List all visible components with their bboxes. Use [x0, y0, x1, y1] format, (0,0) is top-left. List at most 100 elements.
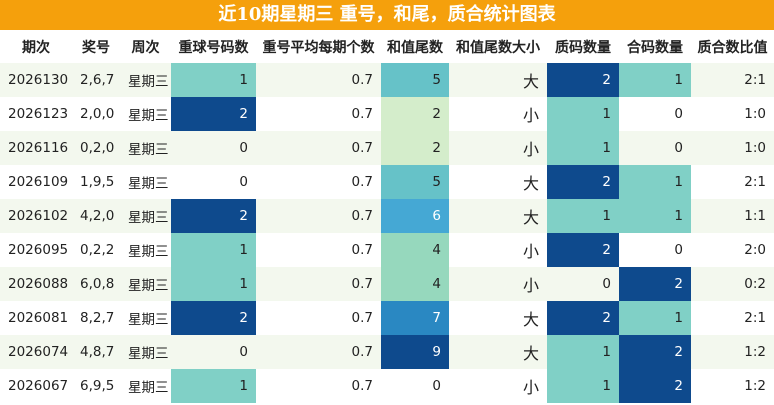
table-row: 2026123 2,0,0 星期三 2 0.7 2 小 1 0 1:0 [0, 97, 774, 131]
numbers-cell: 4,2,0 [72, 199, 120, 233]
repeat-average-cell: 0.7 [256, 131, 381, 165]
weekday-cell: 星期三 [120, 369, 171, 403]
numbers-cell: 2,0,0 [72, 97, 120, 131]
table-row: 2026095 0,2,2 星期三 1 0.7 4 小 2 0 2:0 [0, 233, 774, 267]
repeat-count-cell: 0 [171, 131, 256, 165]
sum-tail-cell: 5 [381, 63, 449, 97]
sum-tail-cell: 2 [381, 97, 449, 131]
issue-cell: 2026123 [0, 97, 72, 131]
repeat-count-cell: 1 [171, 267, 256, 301]
repeat-count-cell: 1 [171, 63, 256, 97]
repeat-count-cell: 2 [171, 301, 256, 335]
sum-tail-cell: 9 [381, 335, 449, 369]
table-row: 2026102 4,2,0 星期三 2 0.7 6 大 1 1 1:1 [0, 199, 774, 233]
numbers-cell: 2,6,7 [72, 63, 120, 97]
repeat-count-cell: 2 [171, 199, 256, 233]
repeat-average-cell: 0.7 [256, 199, 381, 233]
issue-cell: 2026074 [0, 335, 72, 369]
repeat-count-cell: 2 [171, 97, 256, 131]
repeat-average-cell: 0.7 [256, 97, 381, 131]
repeat-average-cell: 0.7 [256, 165, 381, 199]
issue-cell: 2026102 [0, 199, 72, 233]
sum-tail-cell: 0 [381, 369, 449, 403]
weekday-cell: 星期三 [120, 233, 171, 267]
ratio-cell: 2:0 [691, 233, 774, 267]
sum-tail-size-cell: 大 [449, 165, 547, 199]
weekday-cell: 星期三 [120, 165, 171, 199]
table-row: 2026067 6,9,5 星期三 1 0.7 0 小 1 2 1:2 [0, 369, 774, 403]
sum-tail-size-cell: 大 [449, 335, 547, 369]
issue-cell: 2026081 [0, 301, 72, 335]
table-row: 2026116 0,2,0 星期三 0 0.7 2 小 1 0 1:0 [0, 131, 774, 165]
issue-cell: 2026067 [0, 369, 72, 403]
table-row: 2026074 4,8,7 星期三 0 0.7 9 大 1 2 1:2 [0, 335, 774, 369]
header-prime-count: 质码数量 [547, 30, 619, 63]
numbers-cell: 1,9,5 [72, 165, 120, 199]
repeat-average-cell: 0.7 [256, 63, 381, 97]
numbers-cell: 6,0,8 [72, 267, 120, 301]
numbers-cell: 0,2,2 [72, 233, 120, 267]
repeat-average-cell: 0.7 [256, 369, 381, 403]
issue-cell: 2026130 [0, 63, 72, 97]
composite-count-cell: 2 [619, 267, 691, 301]
repeat-average-cell: 0.7 [256, 267, 381, 301]
table-row: 2026130 2,6,7 星期三 1 0.7 5 大 2 1 2:1 [0, 63, 774, 97]
header-sum-tail: 和值尾数 [381, 30, 449, 63]
sum-tail-size-cell: 小 [449, 233, 547, 267]
prime-count-cell: 1 [547, 335, 619, 369]
weekday-cell: 星期三 [120, 301, 171, 335]
sum-tail-size-cell: 大 [449, 199, 547, 233]
weekday-cell: 星期三 [120, 267, 171, 301]
sum-tail-cell: 5 [381, 165, 449, 199]
prime-count-cell: 2 [547, 165, 619, 199]
composite-count-cell: 2 [619, 369, 691, 403]
weekday-cell: 星期三 [120, 199, 171, 233]
sum-tail-size-cell: 小 [449, 369, 547, 403]
weekday-cell: 星期三 [120, 97, 171, 131]
ratio-cell: 1:1 [691, 199, 774, 233]
issue-cell: 2026109 [0, 165, 72, 199]
stats-table: 期次 奖号 周次 重球号码数 重号平均每期个数 和值尾数 和值尾数大小 质码数量… [0, 30, 774, 403]
sum-tail-cell: 7 [381, 301, 449, 335]
chart-title: 近10期星期三 重号，和尾，质合统计图表 [0, 0, 774, 30]
composite-count-cell: 1 [619, 301, 691, 335]
prime-count-cell: 1 [547, 199, 619, 233]
ratio-cell: 2:1 [691, 301, 774, 335]
composite-count-cell: 1 [619, 63, 691, 97]
header-row: 期次 奖号 周次 重球号码数 重号平均每期个数 和值尾数 和值尾数大小 质码数量… [0, 30, 774, 63]
repeat-count-cell: 1 [171, 369, 256, 403]
header-composite-count: 合码数量 [619, 30, 691, 63]
composite-count-cell: 0 [619, 131, 691, 165]
prime-count-cell: 0 [547, 267, 619, 301]
ratio-cell: 2:1 [691, 63, 774, 97]
weekday-cell: 星期三 [120, 131, 171, 165]
issue-cell: 2026095 [0, 233, 72, 267]
prime-count-cell: 1 [547, 369, 619, 403]
header-repeat-average: 重号平均每期个数 [256, 30, 381, 63]
prime-count-cell: 2 [547, 301, 619, 335]
ratio-cell: 1:2 [691, 369, 774, 403]
prime-count-cell: 2 [547, 63, 619, 97]
numbers-cell: 4,8,7 [72, 335, 120, 369]
ratio-cell: 0:2 [691, 267, 774, 301]
numbers-cell: 6,9,5 [72, 369, 120, 403]
prime-count-cell: 1 [547, 131, 619, 165]
repeat-count-cell: 0 [171, 335, 256, 369]
issue-cell: 2026116 [0, 131, 72, 165]
table-row: 2026109 1,9,5 星期三 0 0.7 5 大 2 1 2:1 [0, 165, 774, 199]
prime-count-cell: 1 [547, 97, 619, 131]
sum-tail-size-cell: 大 [449, 63, 547, 97]
repeat-average-cell: 0.7 [256, 335, 381, 369]
ratio-cell: 1:0 [691, 97, 774, 131]
table-row: 2026088 6,0,8 星期三 1 0.7 4 小 0 2 0:2 [0, 267, 774, 301]
header-sum-tail-size: 和值尾数大小 [449, 30, 547, 63]
header-weekday: 周次 [120, 30, 171, 63]
table-row: 2026081 8,2,7 星期三 2 0.7 7 大 2 1 2:1 [0, 301, 774, 335]
header-issue: 期次 [0, 30, 72, 63]
weekday-cell: 星期三 [120, 63, 171, 97]
ratio-cell: 1:0 [691, 131, 774, 165]
prime-count-cell: 2 [547, 233, 619, 267]
repeat-average-cell: 0.7 [256, 233, 381, 267]
header-numbers: 奖号 [72, 30, 120, 63]
sum-tail-cell: 6 [381, 199, 449, 233]
